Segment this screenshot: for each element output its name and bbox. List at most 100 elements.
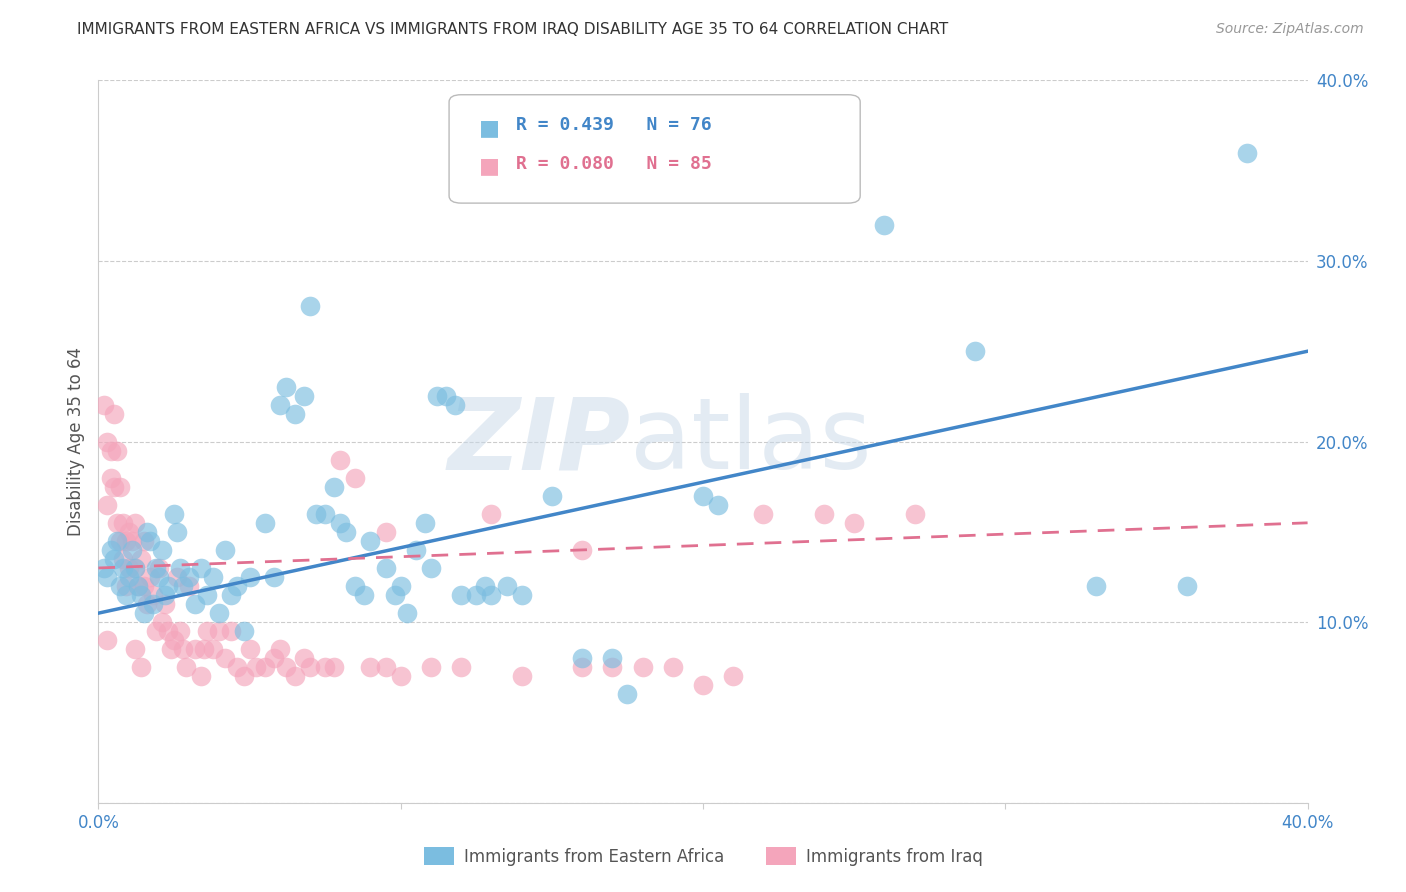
Point — [292, 389, 315, 403]
Point — [481, 588, 503, 602]
Point — [360, 660, 382, 674]
Point — [353, 588, 375, 602]
Point — [661, 660, 683, 674]
Point — [413, 516, 436, 530]
Point — [169, 561, 191, 575]
Point — [245, 660, 267, 674]
Point — [214, 542, 236, 557]
Point — [329, 516, 352, 530]
Point — [239, 642, 262, 657]
Point — [148, 561, 170, 575]
Point — [329, 452, 352, 467]
Point — [299, 660, 322, 674]
Point — [426, 389, 449, 403]
Point — [150, 615, 173, 630]
Point — [571, 542, 593, 557]
Point — [221, 588, 243, 602]
Point — [103, 408, 125, 422]
Point — [127, 579, 149, 593]
Text: ■: ■ — [479, 118, 501, 138]
Point — [156, 624, 179, 639]
FancyBboxPatch shape — [449, 95, 860, 203]
Point — [100, 542, 122, 557]
Point — [405, 542, 427, 557]
Point — [179, 579, 201, 593]
Point — [844, 516, 866, 530]
Point — [132, 606, 155, 620]
Point — [142, 597, 165, 611]
Point — [132, 579, 155, 593]
Point — [631, 660, 654, 674]
Point — [602, 651, 624, 665]
Point — [179, 570, 201, 584]
Point — [135, 597, 157, 611]
Point — [124, 561, 146, 575]
Point — [202, 642, 225, 657]
Point — [284, 408, 307, 422]
Point — [150, 542, 173, 557]
Point — [139, 533, 162, 548]
Point — [156, 579, 179, 593]
Point — [389, 579, 412, 593]
Point — [96, 434, 118, 449]
Point — [1236, 145, 1258, 160]
Point — [202, 570, 225, 584]
Point — [121, 533, 143, 548]
Point — [208, 624, 231, 639]
Point — [190, 561, 212, 575]
Point — [813, 507, 835, 521]
Point — [571, 660, 593, 674]
Point — [450, 660, 472, 674]
Point — [145, 624, 167, 639]
Point — [145, 561, 167, 575]
Point — [540, 489, 562, 503]
Point — [166, 524, 188, 539]
Point — [226, 579, 249, 593]
Point — [129, 552, 152, 566]
Text: R = 0.080   N = 85: R = 0.080 N = 85 — [516, 154, 711, 173]
Text: ZIP: ZIP — [447, 393, 630, 490]
Point — [344, 471, 367, 485]
Point — [153, 588, 176, 602]
Point — [108, 480, 131, 494]
Point — [96, 498, 118, 512]
Point — [111, 561, 134, 575]
Point — [314, 507, 336, 521]
Point — [374, 660, 396, 674]
Point — [142, 588, 165, 602]
Point — [602, 660, 624, 674]
Point — [96, 633, 118, 648]
Point — [495, 579, 517, 593]
Point — [93, 398, 115, 412]
Point — [111, 552, 134, 566]
Point — [193, 642, 215, 657]
Point — [163, 633, 186, 648]
Text: R = 0.439   N = 76: R = 0.439 N = 76 — [516, 117, 711, 135]
Point — [253, 516, 276, 530]
Point — [172, 579, 194, 593]
Point — [121, 542, 143, 557]
Point — [269, 398, 291, 412]
Point — [510, 588, 533, 602]
Point — [360, 533, 382, 548]
Point — [108, 533, 131, 548]
Point — [114, 588, 136, 602]
Point — [344, 579, 367, 593]
Point — [135, 524, 157, 539]
Point — [323, 480, 346, 494]
Point — [226, 660, 249, 674]
Point — [103, 480, 125, 494]
Point — [904, 507, 927, 521]
Point — [335, 524, 357, 539]
Point — [474, 579, 496, 593]
Point — [174, 660, 197, 674]
Point — [166, 570, 188, 584]
Point — [129, 588, 152, 602]
Point — [263, 570, 285, 584]
Point — [284, 669, 307, 683]
Point — [214, 651, 236, 665]
Point — [139, 570, 162, 584]
Text: IMMIGRANTS FROM EASTERN AFRICA VS IMMIGRANTS FROM IRAQ DISABILITY AGE 35 TO 64 C: IMMIGRANTS FROM EASTERN AFRICA VS IMMIGR… — [77, 22, 949, 37]
Point — [239, 570, 262, 584]
Point — [420, 561, 443, 575]
